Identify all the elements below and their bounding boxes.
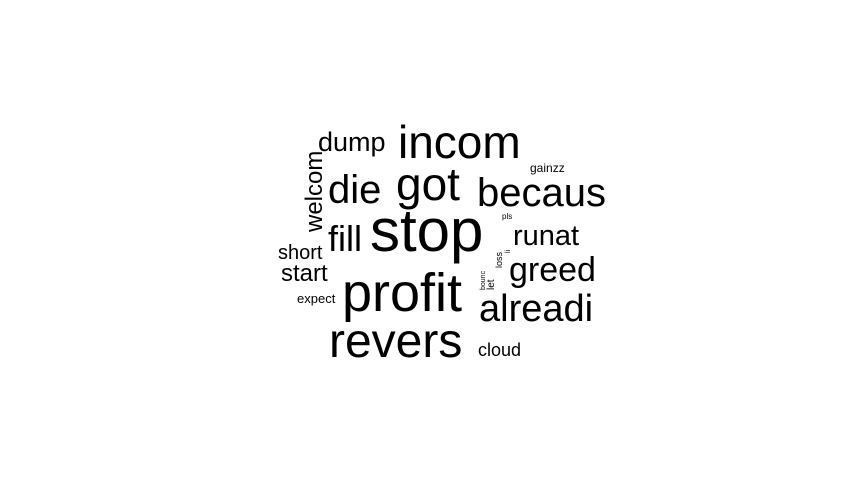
word-fill: fill: [328, 218, 362, 259]
word-stop: stop: [370, 197, 484, 264]
word-revers: revers: [329, 315, 463, 368]
word-pls: pls: [502, 212, 513, 221]
word-becaus: becaus: [477, 171, 606, 215]
word-gainzz: gainzz: [530, 161, 565, 175]
word-li: li: [505, 249, 512, 253]
word-let: let: [486, 279, 497, 290]
word-start: start: [281, 260, 328, 287]
word-cloud: cloud: [478, 340, 522, 360]
word-greed: greed: [509, 251, 596, 289]
word-welcom: welcom: [301, 150, 328, 232]
word-die: die: [328, 168, 382, 212]
word-runat: runat: [513, 220, 580, 252]
word-profit: profit: [342, 263, 463, 323]
word-expect: expect: [297, 291, 336, 306]
word-short: short: [278, 242, 323, 264]
word-incom: incom: [398, 116, 521, 168]
word-got: got: [396, 158, 460, 210]
word-loss: loss: [494, 251, 504, 268]
word-dump: dump: [318, 127, 386, 157]
word-bounc: bounc: [480, 270, 487, 290]
word-alreadi: alreadi: [479, 288, 594, 330]
